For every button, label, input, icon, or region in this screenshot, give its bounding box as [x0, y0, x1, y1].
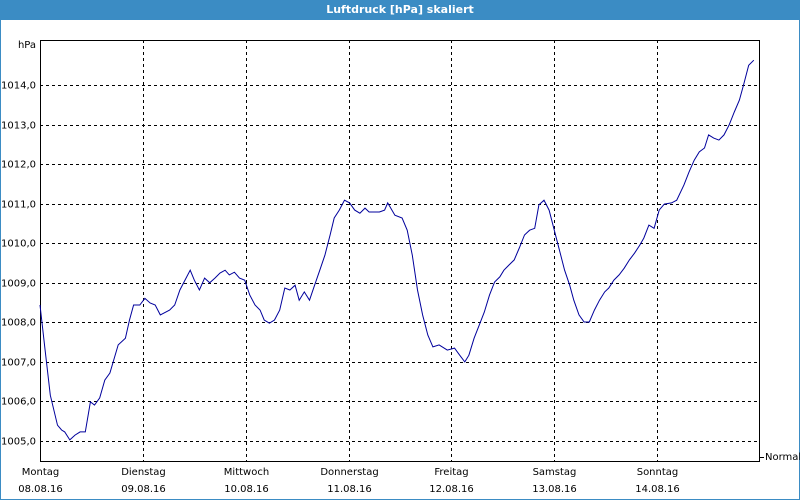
legend-label: Normal [765, 452, 800, 463]
y-tick-label: 1011,0 [1, 200, 36, 211]
title-bar [0, 0, 800, 20]
x-tick-label: Mittwoch [224, 467, 269, 478]
x-tick-label: Dienstag [121, 467, 166, 478]
x-tick-date: 13.08.16 [532, 484, 577, 495]
line-series [39, 59, 755, 441]
x-tick-date: 09.08.16 [121, 484, 166, 495]
x-tick-label: Montag [22, 467, 59, 478]
y-tick-label: 1006,0 [1, 397, 36, 408]
y-tick-label: 1010,0 [1, 239, 36, 250]
x-tick-date: 08.08.16 [18, 484, 63, 495]
x-tick-label: Samstag [533, 467, 577, 478]
x-tick-label: Freitag [434, 467, 468, 478]
y-tick-label: 1012,0 [1, 160, 36, 171]
x-tick-label: Donnerstag [320, 467, 378, 478]
y-tick-label: 1007,0 [1, 358, 36, 369]
x-tick-date: 12.08.16 [429, 484, 474, 495]
chart-title: Luftdruck [hPa] skaliert [326, 3, 474, 16]
y-tick-label: 1008,0 [1, 318, 36, 329]
x-tick-date: 11.08.16 [327, 484, 372, 495]
x-tick-date: 14.08.16 [635, 484, 680, 495]
y-tick-label: 1013,0 [1, 121, 36, 132]
y-tick-label: 1014,0 [1, 81, 36, 92]
y-axis-unit: hPa [18, 40, 36, 51]
y-tick-label: 1005,0 [1, 437, 36, 448]
x-tick-label: Sonntag [637, 467, 679, 478]
x-tick-date: 10.08.16 [224, 484, 269, 495]
y-tick-label: 1009,0 [1, 279, 36, 290]
